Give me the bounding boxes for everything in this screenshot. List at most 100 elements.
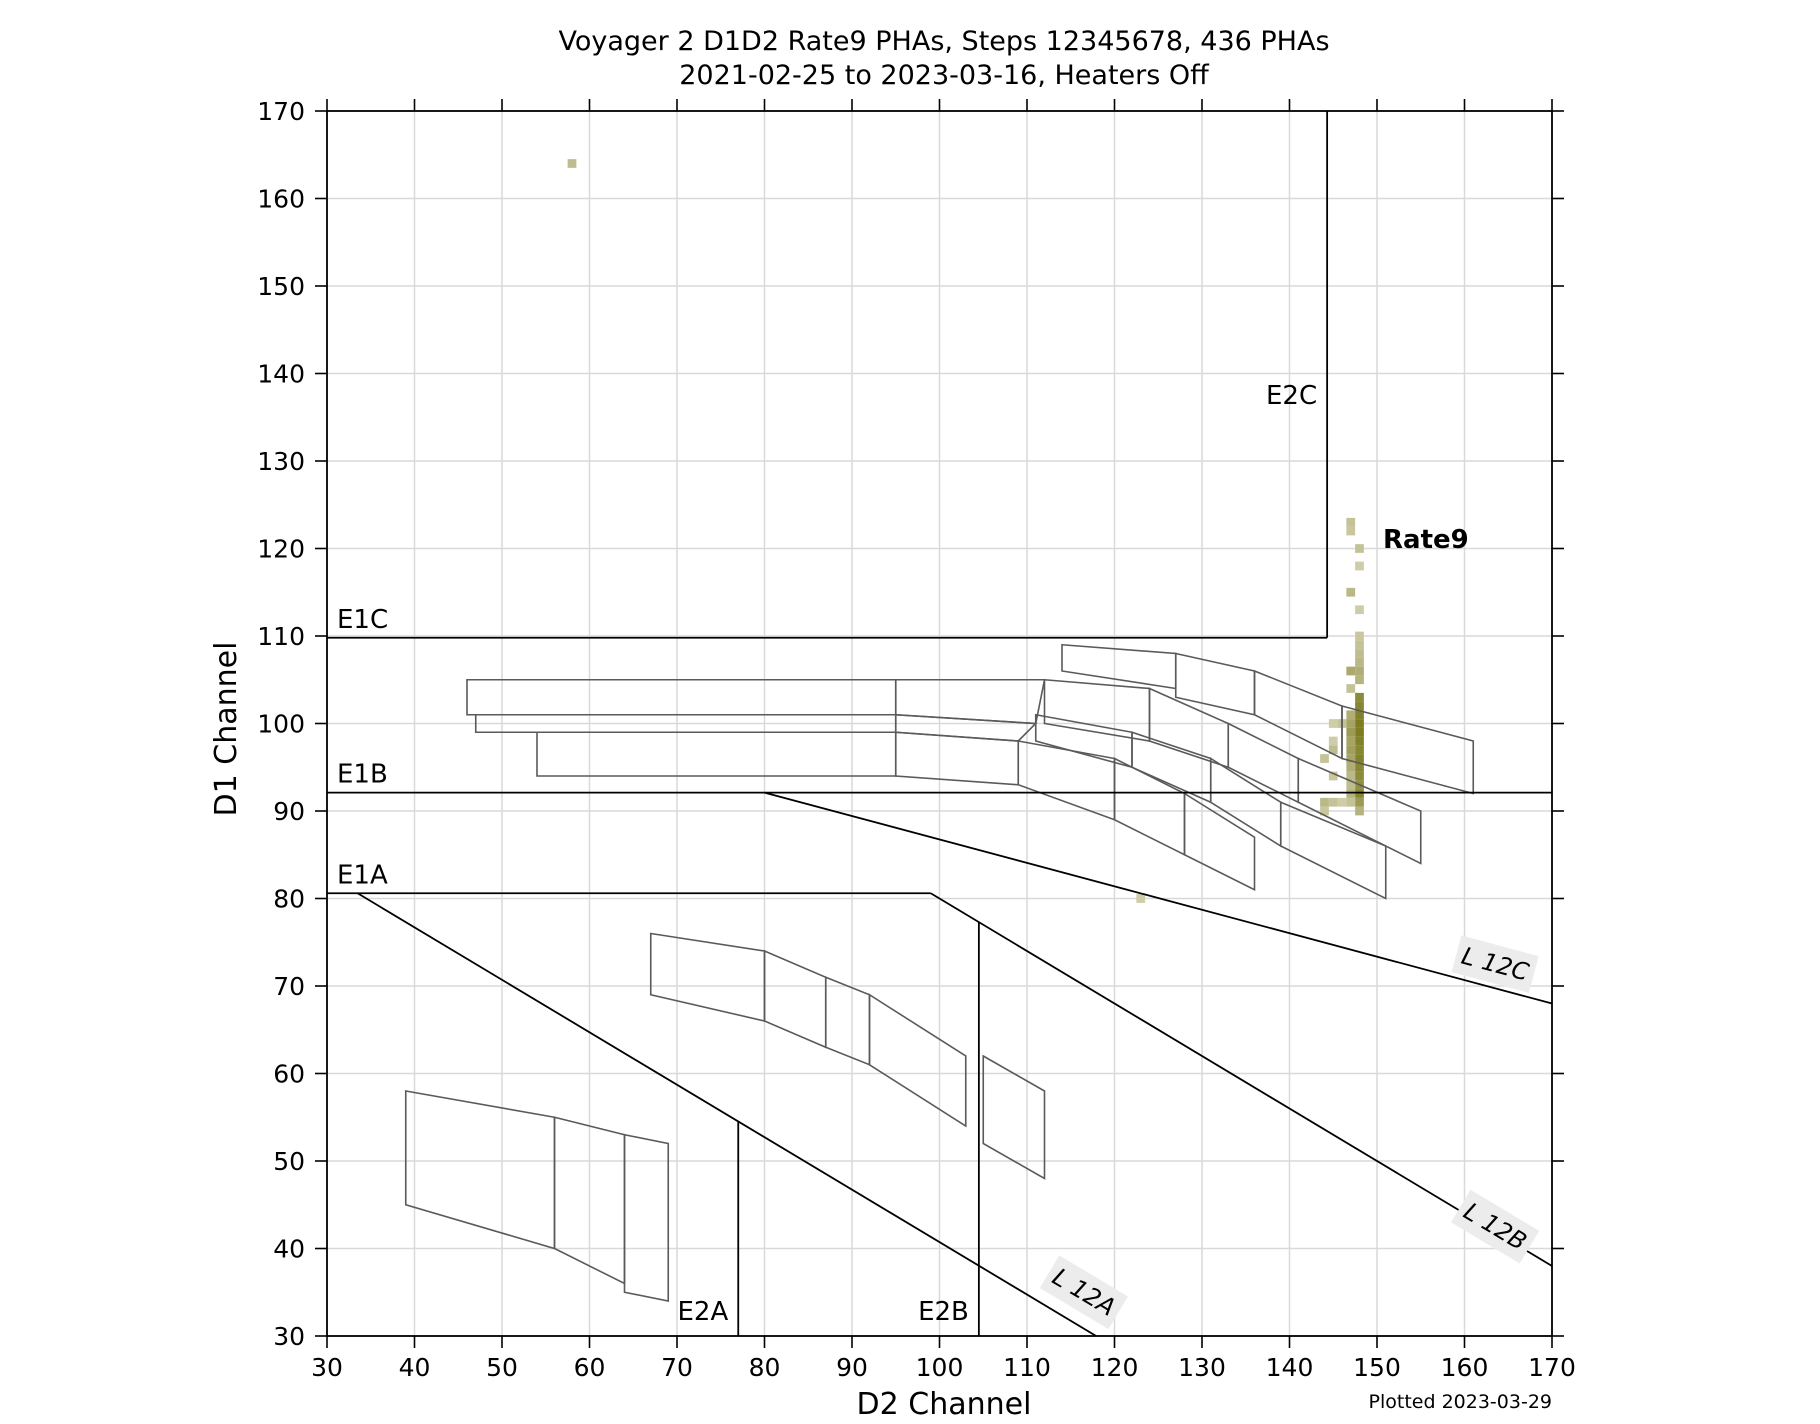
line-label-bg	[1451, 1189, 1540, 1264]
pha-point	[1355, 797, 1364, 807]
y-tick-label: 70	[273, 972, 305, 1001]
channel-box	[1017, 740, 1116, 821]
pha-point	[1355, 692, 1364, 702]
pha-point	[1328, 745, 1338, 755]
x-tick-label: 40	[399, 1353, 431, 1382]
chart-subtitle: 2021-02-25 to 2023-03-16, Heaters Off	[679, 60, 1210, 91]
y-tick-label: 120	[257, 535, 305, 564]
pha-point	[1320, 806, 1329, 816]
pha-point	[1355, 640, 1364, 650]
x-tick-label: 140	[1266, 1353, 1314, 1382]
pha-point	[1346, 762, 1356, 772]
y-tick-label: 60	[273, 1060, 305, 1089]
x-axis-label: D2 Channel	[857, 1387, 1032, 1422]
chart-title: Voyager 2 D1D2 Rate9 PHAs, Steps 1234567…	[558, 26, 1329, 57]
x-tick-label: 100	[916, 1353, 964, 1382]
pha-point	[1328, 797, 1338, 807]
region-label-E2A: E2A	[677, 1297, 728, 1327]
channel-box	[982, 1054, 1046, 1180]
pha-point	[1320, 797, 1329, 807]
pha-point	[1355, 727, 1364, 737]
channel-box	[536, 731, 897, 777]
pha-point	[1346, 754, 1356, 763]
x-tick-label: 60	[574, 1353, 606, 1382]
pha-point	[1346, 736, 1356, 746]
threshold-lines	[327, 111, 1553, 1337]
x-tick-label: 70	[661, 1353, 693, 1382]
pha-point	[1346, 771, 1356, 781]
x-tick-label: 80	[749, 1353, 781, 1382]
pha-point	[1355, 561, 1364, 571]
pha-point	[1355, 710, 1364, 720]
pha-point	[1355, 719, 1364, 728]
y-tick-label: 40	[273, 1235, 305, 1264]
y-tick-label: 130	[257, 447, 305, 476]
region-label-E2B: E2B	[918, 1297, 969, 1327]
region-label-E1B: E1B	[337, 760, 388, 790]
pha-point	[1355, 745, 1364, 755]
pha-point	[1355, 736, 1364, 746]
pha-point	[1346, 517, 1356, 527]
pha-point	[1346, 719, 1356, 728]
y-tick-label: 80	[273, 885, 305, 914]
x-tick-label: 170	[1528, 1353, 1576, 1382]
channel-box	[1043, 678, 1151, 742]
grid	[326, 110, 1553, 1337]
pha-point	[1355, 657, 1364, 667]
pha-point	[1346, 587, 1356, 597]
channel-box	[894, 731, 1020, 786]
channel-box	[649, 932, 766, 1023]
pha-point	[1355, 701, 1364, 711]
pha-point	[1355, 754, 1364, 763]
line-label-bg	[1039, 1255, 1128, 1330]
pha-point	[1355, 675, 1364, 685]
pha-point	[1346, 684, 1356, 693]
x-tick-label: 120	[1091, 1353, 1139, 1382]
channel-box	[763, 949, 827, 1049]
channel-box	[1113, 757, 1186, 857]
channel-box	[1209, 757, 1282, 848]
pha-point	[567, 159, 577, 168]
diagonal-line-L12A	[357, 892, 1097, 1337]
pha-point	[1355, 771, 1364, 781]
x-tick-label: 90	[836, 1353, 868, 1382]
y-tick-label: 30	[273, 1322, 305, 1351]
pha-point	[1355, 631, 1364, 641]
channel-box	[868, 993, 967, 1128]
x-tick-label: 150	[1353, 1353, 1401, 1382]
pha-point	[1355, 605, 1364, 615]
y-tick-label: 100	[257, 710, 305, 739]
channel-box	[623, 1133, 670, 1302]
pha-point	[1320, 754, 1329, 763]
pha-point	[1355, 666, 1364, 676]
pha-point	[1346, 710, 1356, 720]
y-tick-label: 50	[273, 1147, 305, 1176]
pha-point	[1346, 727, 1356, 737]
pha-point	[1136, 894, 1146, 903]
pha-point	[1355, 762, 1364, 772]
pha-point	[1337, 797, 1347, 807]
channel-box	[404, 1090, 556, 1250]
pha-point	[1355, 544, 1364, 553]
region-label-E1C: E1C	[337, 605, 388, 635]
channel-box	[1183, 792, 1256, 892]
axis-ticks: 30 40 50 60 70 80 90 100 110 120 130 140 150 160 170 30…	[257, 97, 1576, 1382]
x-tick-label: 110	[1003, 1353, 1051, 1382]
y-tick-label: 90	[273, 797, 305, 826]
y-tick-label: 110	[257, 622, 305, 651]
x-tick-label: 50	[486, 1353, 518, 1382]
pha-point	[1346, 745, 1356, 755]
rate9-label: Rate9	[1383, 525, 1469, 555]
pha-point	[1355, 649, 1364, 658]
region-label-E1A: E1A	[337, 860, 388, 890]
pha-point	[1328, 736, 1338, 746]
channel-box	[466, 678, 897, 716]
diagonal-line-L12B	[930, 892, 1553, 1267]
y-tick-label: 140	[257, 360, 305, 389]
line-label-bg	[1451, 935, 1539, 993]
channel-box	[1279, 801, 1387, 900]
plotted-date: Plotted 2023-03-29	[1369, 1391, 1552, 1413]
diagonal-line-L12C	[764, 791, 1553, 1005]
